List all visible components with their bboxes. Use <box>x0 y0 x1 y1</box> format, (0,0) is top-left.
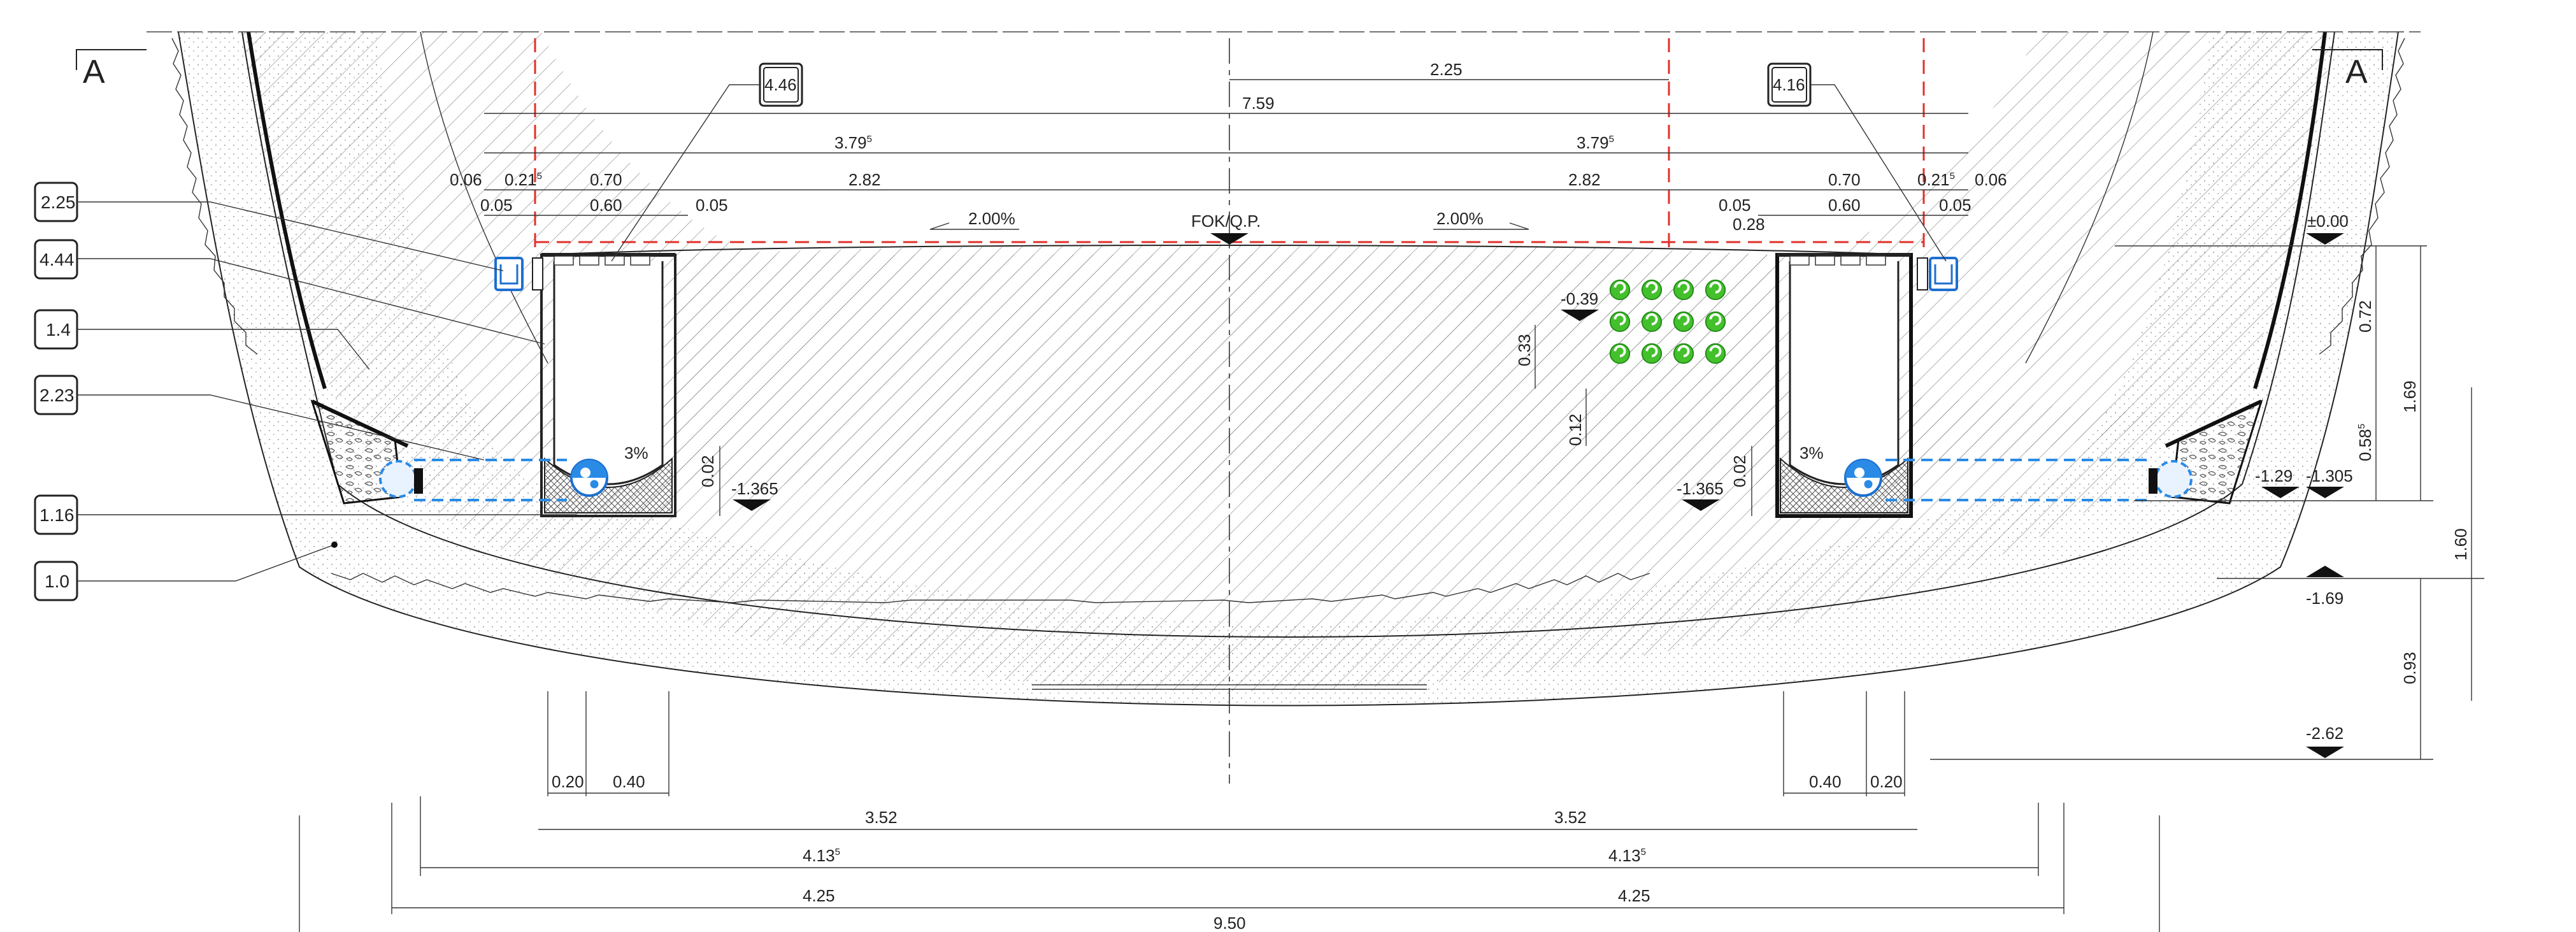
dim-005-left-a: 0.05 <box>480 196 513 215</box>
dim-282-left: 2.82 <box>848 170 881 189</box>
axis-label: FOK/Q.P. <box>1191 211 1261 231</box>
level-m039: -0.39 <box>1561 289 1598 308</box>
level-m262: -2.62 <box>2306 724 2343 743</box>
dim-070-right: 0.70 <box>1828 170 1861 189</box>
drain-slope-left: 3% <box>624 443 648 462</box>
tag-444: 4.44 <box>34 239 545 345</box>
bdim-020-right: 0.20 <box>1870 772 1903 791</box>
dim-028: 0.28 <box>1733 215 1765 234</box>
svg-text:2.25: 2.25 <box>41 192 76 212</box>
section-mark-right: A <box>2312 49 2383 90</box>
road-fill-hatch <box>344 245 2191 691</box>
dim-0215-right: 0.215 <box>1917 170 1955 189</box>
right-drain-gravel <box>2165 399 2263 505</box>
tag-14: 1.4 <box>34 309 370 370</box>
level-m129: -1.29 <box>2255 466 2293 485</box>
right-side-drain-pipe <box>2149 460 2193 498</box>
vertical-dimensions: 0.33 0.12 0.02 0.02 0.72 0.585 1.69 1.60… <box>698 246 2472 759</box>
vdim-002-right: 0.02 <box>1730 455 1749 487</box>
reference-tags-top: 4.46 4.16 <box>611 62 1947 262</box>
left-kerb-gutter <box>494 257 543 291</box>
left-collector-pipe <box>414 459 608 501</box>
vdim-169: 1.69 <box>2400 380 2419 413</box>
dim-379-left: 3.795 <box>834 133 872 152</box>
bdim-352-left: 3.52 <box>865 808 898 827</box>
bdim-4135-right: 4.135 <box>1608 846 1646 865</box>
vdim-160: 1.60 <box>2451 528 2470 561</box>
elevation-marker-icon <box>1210 233 1249 245</box>
dim-282-right: 2.82 <box>1568 170 1601 189</box>
tag-10: 1.0 <box>34 541 338 601</box>
tag-116: 1.16 <box>34 494 576 535</box>
svg-text:4.46: 4.46 <box>764 75 797 94</box>
dim-379-right: 3.795 <box>1577 133 1614 152</box>
slope-left: 2.00% <box>968 209 1015 228</box>
tag-223: 2.23 <box>34 375 485 461</box>
level-m1365-left: -1.365 <box>731 479 778 498</box>
top-dimension-chains: 2.25 7.59 3.795 3.795 0.06 0.215 0.70 2.… <box>450 60 2007 234</box>
svg-text:1.4: 1.4 <box>46 320 71 340</box>
level-zero: ±0.00 <box>2307 211 2349 231</box>
dim-006-right: 0.06 <box>1975 170 2007 189</box>
deck-slopes: 2.00% 2.00% FOK/Q.P. 3% 3% <box>624 209 1824 462</box>
bdim-352-right: 3.52 <box>1554 808 1587 827</box>
bdim-425-right: 4.25 <box>1618 886 1650 905</box>
bdim-040-left: 0.40 <box>613 772 645 791</box>
level-m1305: -1.305 <box>2306 466 2353 485</box>
right-collector-pipe <box>1844 459 2153 501</box>
cable-conduit-icon <box>1608 278 1631 301</box>
tag-446: 4.46 <box>611 62 803 262</box>
section-label-left: A <box>83 54 105 90</box>
vdim-002-left: 0.02 <box>698 455 717 487</box>
right-kerb-gutter <box>1917 257 1958 291</box>
level-m1365-right: -1.365 <box>1677 479 1724 498</box>
dim-060-left: 0.60 <box>590 196 622 215</box>
tag-416: 4.16 <box>1767 62 1947 262</box>
dim-005-right-a: 0.05 <box>1719 196 1751 215</box>
left-drain-channel <box>540 253 676 517</box>
bdim-040-right: 0.40 <box>1809 772 1842 791</box>
vdim-058: 0.585 <box>2356 424 2375 461</box>
dim-005-right-b: 0.05 <box>1939 196 1971 215</box>
reference-tags-left: 2.25 4.44 1.4 2.23 1.16 1.0 <box>34 182 576 601</box>
tag-225: 2.25 <box>34 182 504 271</box>
section-mark-left: A <box>76 49 147 90</box>
vdim-093: 0.93 <box>2400 652 2419 684</box>
bdim-950: 9.50 <box>1213 914 1246 932</box>
level-m169: -1.69 <box>2306 589 2343 608</box>
vdim-033: 0.33 <box>1515 334 1534 366</box>
right-drain-channel <box>1775 253 1913 518</box>
dim-070-left: 0.70 <box>590 170 622 189</box>
dim-759: 7.59 <box>1242 94 1275 113</box>
section-label-right: A <box>2345 54 2368 90</box>
bdim-020-left: 0.20 <box>552 772 584 791</box>
dim-006-left: 0.06 <box>450 170 482 189</box>
left-side-drain-pipe <box>379 460 423 498</box>
vdim-012: 0.12 <box>1566 413 1585 446</box>
svg-text:1.16: 1.16 <box>39 505 75 525</box>
svg-text:2.23: 2.23 <box>39 385 75 405</box>
bottom-dimension-chains: 0.20 0.40 0.40 0.20 3.52 3.52 4.135 4.13… <box>299 691 2160 932</box>
lining-contours <box>171 31 2405 706</box>
dim-225: 2.25 <box>1430 60 1463 79</box>
dim-005-left-b: 0.05 <box>696 196 728 215</box>
level-markers: ±0.00 -0.39 -1.365 -1.365 -1.29 -1.305 -… <box>731 211 2484 760</box>
dim-060-right: 0.60 <box>1828 196 1861 215</box>
bdim-4135-left: 4.135 <box>803 846 840 865</box>
slope-right: 2.00% <box>1436 209 1484 228</box>
svg-text:4.44: 4.44 <box>39 250 75 269</box>
drain-slope-right: 3% <box>1800 443 1824 462</box>
bdim-425-left: 4.25 <box>803 886 835 905</box>
dim-0215-left: 0.215 <box>504 170 542 189</box>
svg-text:4.16: 4.16 <box>1773 75 1805 94</box>
svg-text:1.0: 1.0 <box>45 571 69 591</box>
vdim-072: 0.72 <box>2356 300 2375 333</box>
